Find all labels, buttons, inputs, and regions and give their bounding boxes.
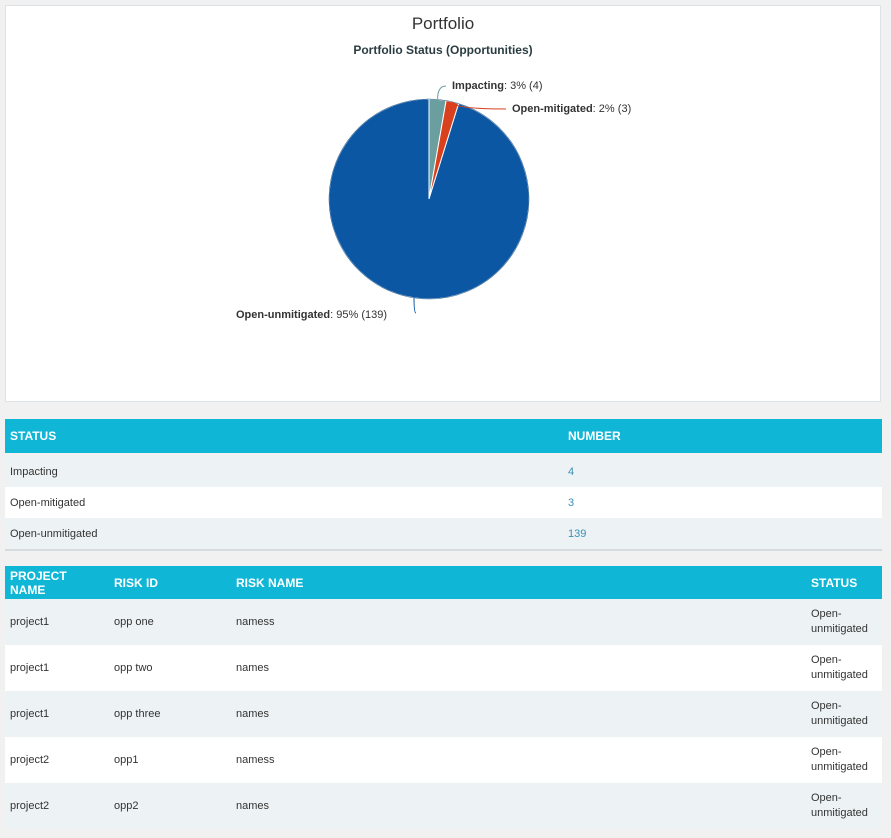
status-cell: Open-unmitigated bbox=[806, 691, 882, 737]
risk-table: PROJECT NAME RISK ID RISK NAME STATUS pr… bbox=[5, 566, 882, 829]
status-cell: Open-unmitigated bbox=[806, 783, 882, 829]
header-spacer bbox=[5, 453, 882, 456]
connector-line-open-mitigated bbox=[451, 101, 507, 110]
status-cell: Impacting bbox=[5, 456, 563, 487]
status-table: STATUS NUMBER Impacting 4 Open-mitigated… bbox=[5, 419, 882, 551]
number-column-header[interactable]: NUMBER bbox=[563, 419, 882, 453]
risk-id-column-header[interactable]: RISK ID bbox=[109, 566, 231, 599]
number-cell: 4 bbox=[563, 456, 882, 487]
connector-line-impacting bbox=[437, 85, 447, 100]
status-text-line2: unmitigated bbox=[811, 623, 868, 635]
status-cell: Open-unmitigated bbox=[806, 737, 882, 783]
chart-panel: Portfolio Portfolio Status (Opportunitie… bbox=[5, 5, 881, 402]
table-row[interactable]: project1 opp three names Open-unmitigate… bbox=[5, 691, 882, 737]
status-cell: Open-unmitigated bbox=[806, 645, 882, 691]
number-link[interactable]: 4 bbox=[568, 465, 575, 478]
project-name-cell: project1 bbox=[5, 645, 109, 691]
pie-slice-open-unmitigated[interactable] bbox=[328, 98, 530, 300]
risk-name-cell: names bbox=[231, 783, 806, 829]
number-cell: 3 bbox=[563, 487, 882, 518]
slice-label-open-unmitigated: Open-unmitigated: 95% (139) bbox=[236, 309, 387, 321]
risk-id-cell: opp one bbox=[109, 599, 231, 645]
status-column-header[interactable]: STATUS bbox=[806, 566, 882, 599]
status-text-line2: unmitigated bbox=[811, 761, 868, 773]
status-text-line2: unmitigated bbox=[811, 807, 868, 819]
status-cell: Open-unmitigated bbox=[5, 518, 563, 551]
status-text-line1: Open- bbox=[811, 700, 842, 712]
risk-id-cell: opp1 bbox=[109, 737, 231, 783]
slice-label-impacting: Impacting: 3% (4) bbox=[452, 80, 543, 92]
status-text-line2: unmitigated bbox=[811, 669, 868, 681]
number-cell: 139 bbox=[563, 518, 882, 551]
risk-name-cell: namess bbox=[231, 599, 806, 645]
slice-label-open-mitigated: Open-mitigated: 2% (3) bbox=[512, 103, 631, 115]
pie-chart: Portfolio Portfolio Status (Opportunitie… bbox=[236, 14, 631, 321]
status-row-open-mitigated: Open-mitigated 3 bbox=[5, 487, 882, 518]
table-row[interactable]: project1 opp one namess Open-unmitigated bbox=[5, 599, 882, 645]
risk-id-cell: opp two bbox=[109, 645, 231, 691]
status-cell: Open-mitigated bbox=[5, 487, 563, 518]
status-text-line1: Open- bbox=[811, 654, 842, 666]
chart-title: Portfolio bbox=[412, 14, 474, 33]
chart-subtitle: Portfolio Status (Opportunities) bbox=[353, 43, 532, 57]
number-link[interactable]: 139 bbox=[568, 527, 587, 540]
risk-name-cell: names bbox=[231, 645, 806, 691]
project-name-column-header[interactable]: PROJECT NAME bbox=[5, 566, 109, 599]
project-name-cell: project2 bbox=[5, 783, 109, 829]
status-text-line1: Open- bbox=[811, 608, 842, 620]
status-column-header[interactable]: STATUS bbox=[5, 419, 563, 453]
risk-id-cell: opp2 bbox=[109, 783, 231, 829]
pie-outline bbox=[328, 98, 530, 300]
connector-line-open-unmitigated bbox=[413, 297, 417, 314]
risk-id-cell: opp three bbox=[109, 691, 231, 737]
risk-name-column-header[interactable]: RISK NAME bbox=[231, 566, 806, 599]
table-row[interactable]: project1 opp two names Open-unmitigated bbox=[5, 645, 882, 691]
status-text-line1: Open- bbox=[811, 792, 842, 804]
number-link[interactable]: 3 bbox=[568, 496, 575, 509]
project-name-cell: project1 bbox=[5, 599, 109, 645]
status-text-line2: unmitigated bbox=[811, 715, 868, 727]
status-text-line1: Open- bbox=[811, 746, 842, 758]
status-cell: Open-unmitigated bbox=[806, 599, 882, 645]
status-row-impacting: Impacting 4 bbox=[5, 456, 882, 487]
project-name-cell: project2 bbox=[5, 737, 109, 783]
table-row[interactable]: project2 opp2 names Open-unmitigated bbox=[5, 783, 882, 829]
risk-name-cell: namess bbox=[231, 737, 806, 783]
table-row[interactable]: project2 opp1 namess Open-unmitigated bbox=[5, 737, 882, 783]
project-name-cell: project1 bbox=[5, 691, 109, 737]
status-row-open-unmitigated: Open-unmitigated 139 bbox=[5, 518, 882, 551]
risk-name-cell: names bbox=[231, 691, 806, 737]
